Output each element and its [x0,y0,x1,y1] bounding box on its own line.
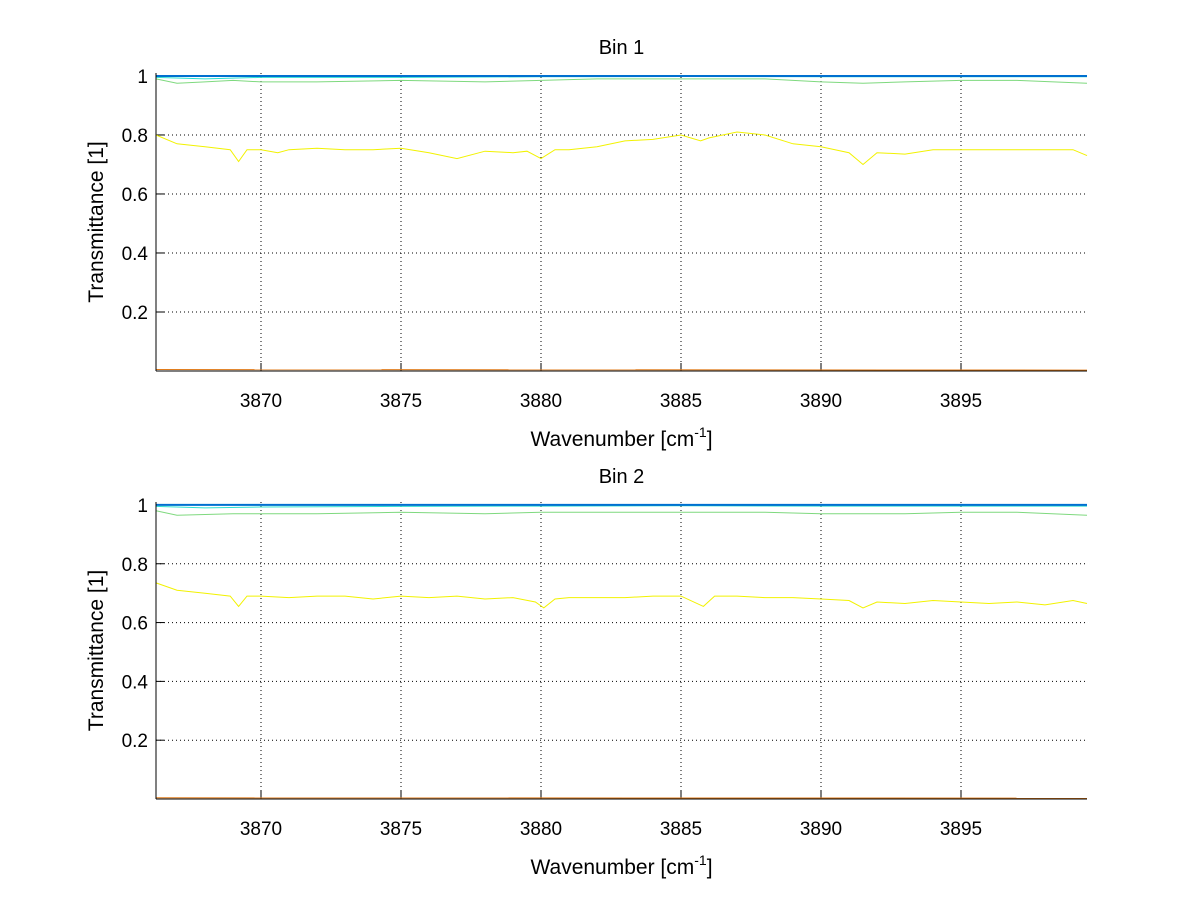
x-axis-label-text: Wavenumber [cm [530,856,694,879]
x-tick-label: 3895 [940,391,982,412]
y-tick-label: 0.8 [122,126,148,147]
x-axis-label-text: Wavenumber [cm [530,428,694,451]
y-tick-label: 1 [137,496,148,517]
x-tick-label: 3890 [800,391,842,412]
chart-title: Bin 2 [599,466,645,488]
series-line-green [156,511,1087,515]
y-tick-label: 0.6 [122,185,148,206]
y-tick-label: 0.8 [122,555,148,576]
y-axis-label: Transmittance [1] [85,570,108,731]
y-tick-label: 0.4 [122,672,149,693]
x-axis-label: Wavenumber [cm-1] [530,424,712,451]
x-tick-label: 3875 [380,819,422,840]
chart-title: Bin 1 [599,37,645,59]
x-tick-label: 3870 [240,391,282,412]
x-tick-label: 3875 [380,391,422,412]
series-line-green [156,79,1087,83]
y-tick-label: 0.2 [122,731,148,752]
x-tick-label: 3885 [660,391,702,412]
x-tick-label: 3870 [240,819,282,840]
y-tick-label: 1 [137,67,148,88]
x-tick-label: 3880 [520,819,562,840]
series-line-cyan [156,506,1087,508]
x-axis-label-superscript: -1 [694,424,707,440]
x-axis-label-end: ] [707,856,713,879]
subplot-1: 3870 3875 3880 3885 3890 3895 0.2 0.4 0.6 0.8 1 Bin… [85,37,1087,451]
x-tick-label: 3895 [940,819,982,840]
x-axis-label-superscript: -1 [694,852,707,868]
subplot-2: 3870 3875 3880 3885 3890 3895 0.2 0.4 0.6 0.8 1 Bin… [85,466,1087,879]
series-line-orange [156,370,1087,371]
series-line-yellow [156,132,1087,165]
x-axis-label: Wavenumber [cm-1] [530,852,712,879]
x-tick-label: 3885 [660,819,702,840]
y-axis-label: Transmittance [1] [85,141,108,302]
y-tick-label: 0.2 [122,303,148,324]
series-line-yellow [156,583,1087,608]
y-tick-label: 0.6 [122,614,148,635]
x-tick-label: 3880 [520,391,562,412]
y-tick-label: 0.4 [122,244,149,265]
x-axis-label-end: ] [707,428,713,451]
x-tick-label: 3890 [800,819,842,840]
